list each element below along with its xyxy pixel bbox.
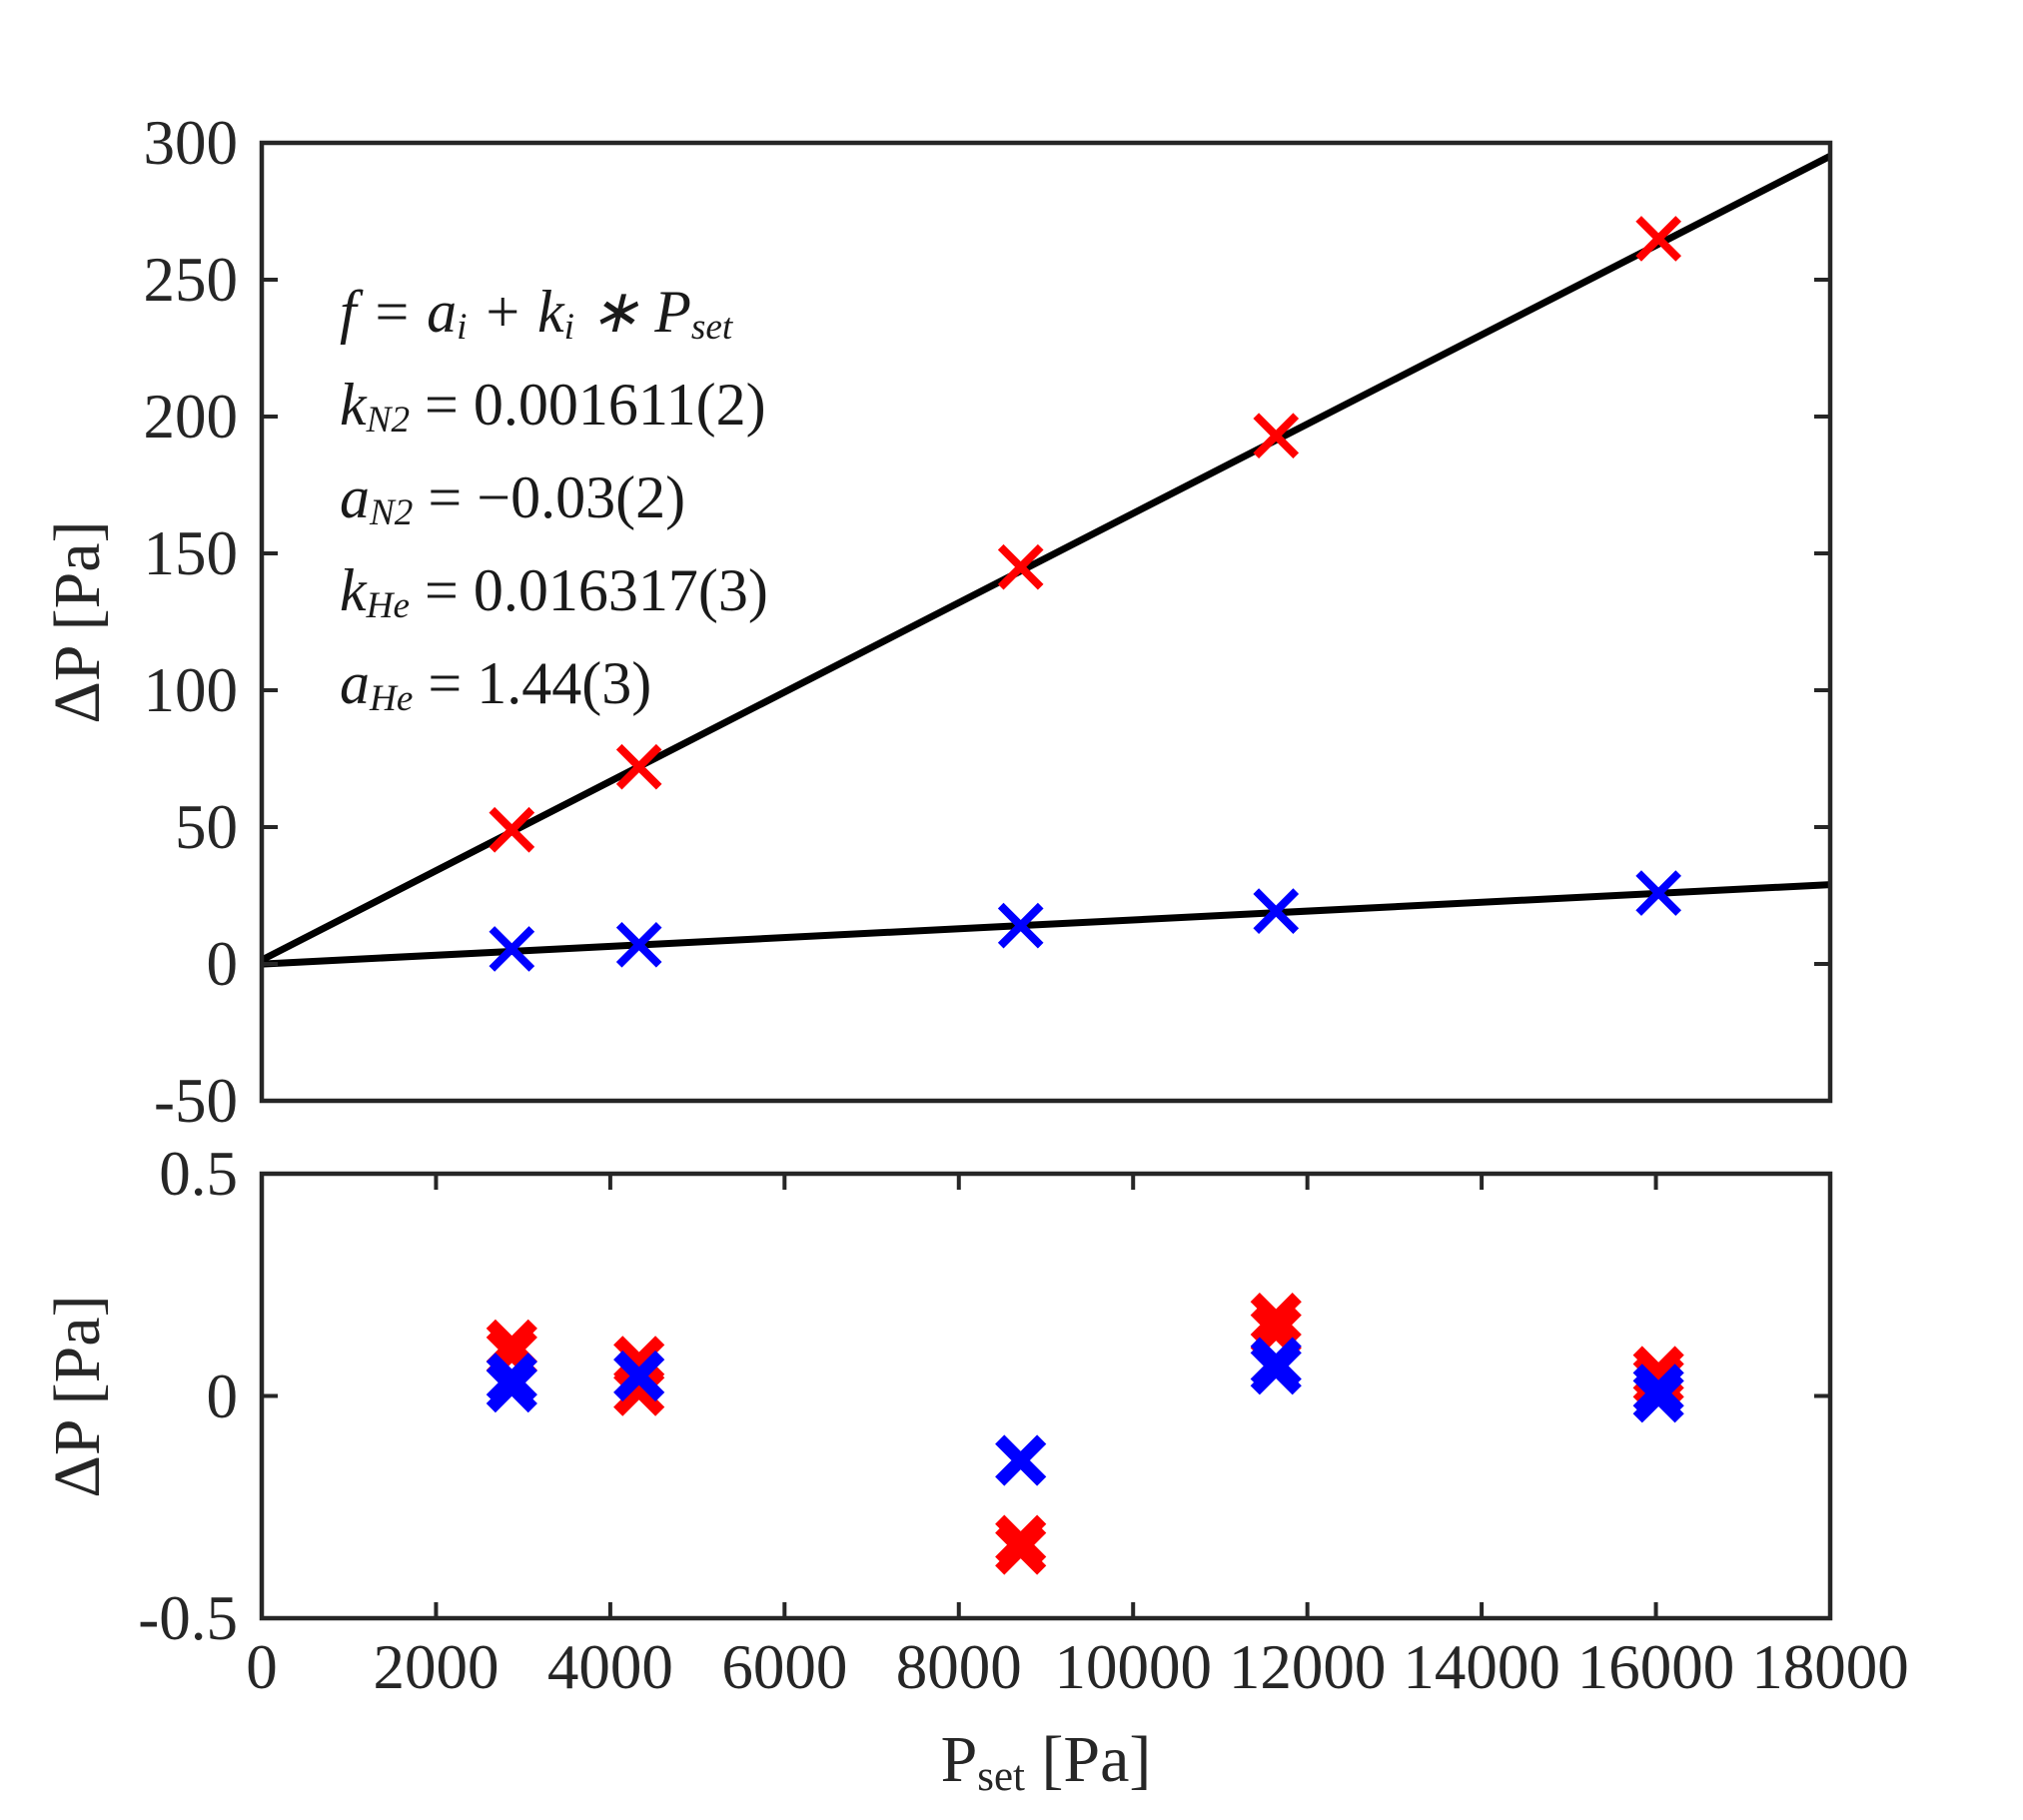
y-tick-label: 100 xyxy=(143,655,239,725)
annotation-text: f = a xyxy=(340,279,458,345)
annotation-subscript: i xyxy=(457,307,468,349)
annotation-text: = 0.016317(3) xyxy=(410,557,768,623)
n2-residuals-marker xyxy=(1632,1371,1684,1423)
annotation-subscript: N2 xyxy=(366,400,411,442)
he-data-marker xyxy=(489,806,535,853)
annotation-line: aN2 = −0.03(2) xyxy=(340,455,768,548)
x-axis-label: Pset [Pa] xyxy=(940,1722,1152,1801)
annotation-subscript: set xyxy=(690,307,733,349)
annotation-text: + k xyxy=(467,279,564,345)
y-axis-label-calibration: ΔP [Pa] xyxy=(41,519,114,724)
axes-box-calibration xyxy=(259,140,1833,1104)
n2-data-marker xyxy=(997,902,1044,949)
annotation-line: aHe = 1.44(3) xyxy=(340,641,768,734)
x-tick-label: 10000 xyxy=(1054,1632,1212,1702)
n2-data-marker xyxy=(1253,888,1300,934)
he-data-marker xyxy=(1635,216,1681,262)
n2-data-marker xyxy=(1635,870,1681,916)
y-tick-label: -50 xyxy=(154,1066,238,1136)
n2-data-marker xyxy=(615,921,662,968)
annotation-text: = −0.03(2) xyxy=(413,464,686,530)
annotation-line: kHe = 0.016317(3) xyxy=(340,548,768,641)
axes-calibration xyxy=(259,140,1833,1104)
y-tick-label: 300 xyxy=(143,108,239,178)
x-axis-label-part: P xyxy=(940,1723,978,1796)
axes-residuals xyxy=(259,1171,1833,1621)
annotation-subscript: He xyxy=(366,585,411,627)
n2-residuals-marker xyxy=(995,1434,1047,1486)
axes-box-residuals xyxy=(259,1171,1833,1621)
n2-fit-line xyxy=(261,881,1831,968)
x-tick-label: 6000 xyxy=(721,1632,848,1702)
x-axis-label-part: [Pa] xyxy=(1024,1723,1152,1796)
n2-residuals-marker xyxy=(613,1350,665,1402)
annotation-text: a xyxy=(340,650,370,716)
y-tick-label: 250 xyxy=(143,245,239,315)
fit-annotation: f = ai + ki ∗ Pset kN2 = 0.001611(2) aN2 =… xyxy=(340,270,768,734)
x-tick-label: 8000 xyxy=(895,1632,1022,1702)
annotation-subscript: N2 xyxy=(370,492,414,534)
y-axis-label-residuals: ΔP [Pa] xyxy=(41,1294,114,1498)
x-tick-label: 0 xyxy=(246,1632,278,1702)
n2-data-marker xyxy=(489,926,535,972)
y-tick-label: 50 xyxy=(175,792,238,862)
annotation-text: a xyxy=(340,464,370,530)
x-tick-label: 4000 xyxy=(546,1632,673,1702)
annotation-text: = 0.001611(2) xyxy=(410,372,766,438)
x-tick-label: 2000 xyxy=(373,1632,500,1702)
annotation-text: k xyxy=(340,372,367,438)
y-tick-label: 150 xyxy=(143,518,239,588)
annotation-subscript: i xyxy=(563,307,574,349)
he-fit-line xyxy=(260,153,1832,964)
y-tick-label: 0 xyxy=(206,929,239,999)
x-tick-label: 18000 xyxy=(1751,1632,1909,1702)
he-residuals-marker xyxy=(995,1523,1047,1575)
he-data-marker xyxy=(997,543,1044,590)
y-tick-label: 200 xyxy=(143,382,239,452)
annotation-line: kN2 = 0.001611(2) xyxy=(340,363,768,455)
he-data-marker xyxy=(1253,413,1300,459)
y-tick-label: 0.5 xyxy=(159,1139,238,1209)
annotation-text: k xyxy=(340,557,367,623)
he-residuals-marker xyxy=(613,1365,665,1416)
x-tick-label: 12000 xyxy=(1228,1632,1387,1702)
annotation-subscript: He xyxy=(370,678,414,720)
y-tick-label: -0.5 xyxy=(138,1583,238,1653)
annotation-text: = 1.44(3) xyxy=(413,650,652,716)
y-tick-label: 0 xyxy=(206,1361,239,1431)
he-residuals-marker xyxy=(1250,1293,1302,1345)
n2-residuals-marker xyxy=(1250,1344,1302,1395)
annotation-line: f = ai + ki ∗ Pset xyxy=(340,270,768,363)
x-tick-label: 16000 xyxy=(1576,1632,1735,1702)
n2-residuals-marker xyxy=(486,1362,537,1413)
x-tick-label: 14000 xyxy=(1403,1632,1560,1702)
annotation-text: ∗ P xyxy=(573,279,691,345)
he-data-marker xyxy=(615,743,662,790)
x-axis-label-part: set xyxy=(977,1753,1025,1801)
